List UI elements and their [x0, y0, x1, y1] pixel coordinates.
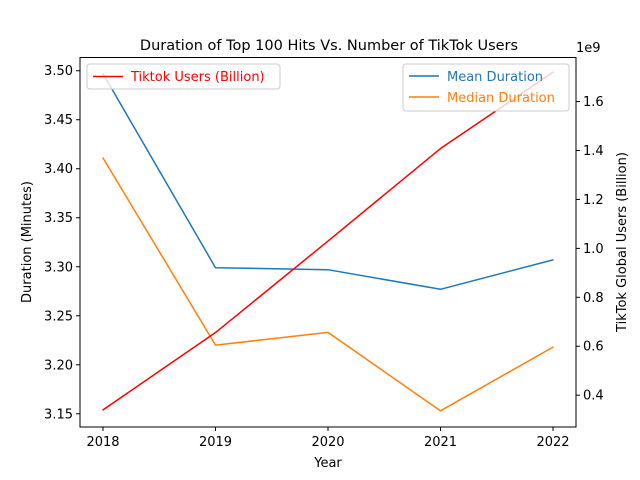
series-line-mean-duration	[102, 72, 554, 291]
y-left-tick-label-3.50: 3.50	[44, 64, 73, 79]
legend-label-median-duration: Median Duration	[447, 91, 555, 106]
y-left-tick-label-3.40: 3.40	[44, 162, 73, 177]
y-axis-right: 0.4 0.6 0.8 1.0 1.2 1.4 1.6	[576, 95, 604, 404]
plot-lines	[102, 71, 554, 412]
y-left-tick-label-3.25: 3.25	[44, 309, 73, 324]
y-right-tick-label-1.4: 1.4	[583, 144, 604, 159]
legend-label-mean-duration: Mean Duration	[447, 70, 543, 85]
x-tick-label-2019: 2019	[199, 435, 232, 450]
y-left-tick-label-3.20: 3.20	[44, 358, 73, 373]
plot-frame	[79, 57, 577, 428]
x-tick-label-2018: 2018	[86, 435, 119, 450]
y-left-tick-label-3.30: 3.30	[44, 260, 73, 275]
y-left-tick-label-3.15: 3.15	[44, 407, 73, 422]
x-tick-label-2021: 2021	[424, 435, 457, 450]
legend-left-box	[86, 63, 281, 90]
y-axis-right-offset-text: 1e9	[576, 41, 601, 56]
y-right-tick-label-0.8: 0.8	[583, 291, 604, 306]
y-right-tick-label-1.6: 1.6	[583, 95, 604, 110]
y-axis-left-label: Duration (Minutes)	[20, 181, 35, 303]
legend-label-tiktok-users: Tiktok Users (Billion)	[130, 70, 265, 85]
legend-right-box	[402, 63, 570, 112]
y-left-tick-label-3.45: 3.45	[44, 113, 73, 128]
x-tick-label-2022: 2022	[536, 435, 569, 450]
chart-title: Duration of Top 100 Hits Vs. Number of T…	[140, 38, 518, 54]
y-axis-left: 3.15 3.20 3.25 3.30 3.35 3.40 3.45 3.50	[44, 64, 80, 422]
y-right-tick-label-1.2: 1.2	[583, 193, 604, 208]
series-line-median-duration	[102, 157, 554, 412]
y-axis-right-label: TikTok Global Users (Billion)	[615, 152, 630, 333]
legend-left: Tiktok Users (Billion)	[86, 63, 281, 90]
x-axis: 2018 2019 2020 2021 2022	[86, 427, 570, 450]
x-tick-label-2020: 2020	[311, 435, 344, 450]
y-right-tick-label-0.4: 0.4	[583, 389, 604, 404]
y-right-tick-label-1.0: 1.0	[583, 242, 604, 257]
x-axis-label: Year	[313, 456, 342, 471]
y-right-tick-label-0.6: 0.6	[583, 340, 604, 355]
y-left-tick-label-3.35: 3.35	[44, 211, 73, 226]
series-line-tiktok-users-billion	[102, 71, 554, 411]
legend-right: Mean Duration Median Duration	[402, 63, 570, 112]
